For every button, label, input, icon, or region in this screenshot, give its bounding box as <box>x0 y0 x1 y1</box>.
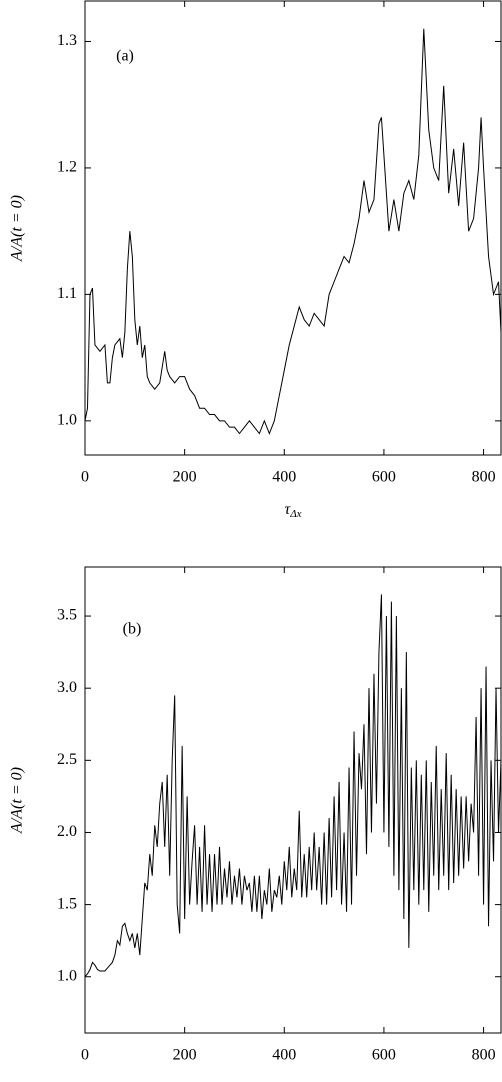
y-tick-label: 2.0 <box>57 823 77 840</box>
data-line <box>84 594 502 978</box>
x-tick-label: 800 <box>472 469 496 486</box>
plot-frame <box>84 566 502 1034</box>
x-tick-label: 0 <box>81 469 89 486</box>
x-axis-label: τΔx <box>284 501 301 520</box>
y-tick-label: 3.0 <box>57 679 77 696</box>
data-line <box>84 28 502 435</box>
x-tick-label: 0 <box>81 1047 89 1064</box>
y-axis-label: A/A(t = 0) <box>9 195 26 262</box>
x-axis-label-subscript: Δx <box>289 508 301 520</box>
x-tick-label: 400 <box>272 1047 296 1064</box>
y-tick-label: 1.0 <box>57 967 77 984</box>
y-tick-label: 1.5 <box>57 895 77 912</box>
y-tick-label: 1.2 <box>57 159 77 176</box>
x-axis-label-main: τ <box>284 1079 291 1082</box>
x-tick-label: 200 <box>173 1047 197 1064</box>
panel-annotation: (b) <box>123 621 142 638</box>
x-tick-label: 800 <box>472 1047 496 1064</box>
y-axis-label: A/A(t = 0) <box>9 767 26 834</box>
plot-frame <box>84 0 502 456</box>
x-tick-label: 600 <box>372 1047 396 1064</box>
y-tick-label: 2.5 <box>57 751 77 768</box>
y-tick-label: 1.1 <box>57 285 77 302</box>
panel: 0 200 400 600 800 1.0 1.5 2.0 2.5 3.0 3.5 τΔx A/A(t … <box>9 566 502 1082</box>
y-tick-label: 3.5 <box>57 607 77 624</box>
x-tick-label: 600 <box>372 469 396 486</box>
x-tick-label: 200 <box>173 469 197 486</box>
panel: 0 200 400 600 800 1.0 1.1 1.2 1.3 τΔx A/A(t = 0) (a… <box>9 0 502 520</box>
y-tick-label: 1.3 <box>57 32 77 49</box>
y-tick-label: 1.0 <box>57 412 77 429</box>
x-axis-label: τΔx <box>284 1079 301 1082</box>
panel-annotation: (a) <box>116 48 134 65</box>
x-axis-label-main: τ <box>284 501 291 518</box>
x-tick-label: 400 <box>272 469 296 486</box>
